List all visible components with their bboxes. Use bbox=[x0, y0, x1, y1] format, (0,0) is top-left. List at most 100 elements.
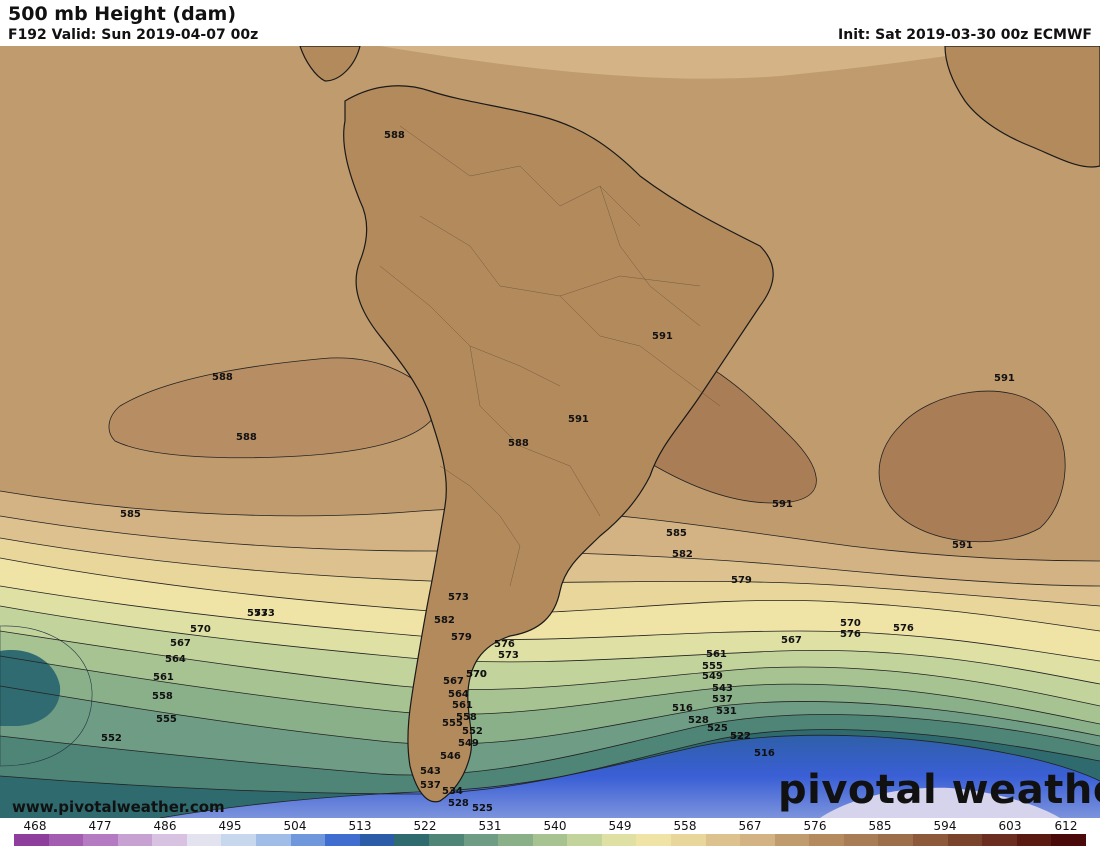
colorbar-ticks: 468 477 486 495 504 513 522 531 540 549 … bbox=[14, 819, 1086, 833]
colorbar-tick: 513 bbox=[348, 819, 372, 833]
colorbar-swatch bbox=[256, 834, 291, 846]
contour-label: 552 bbox=[101, 733, 122, 744]
colorbar-swatch bbox=[394, 834, 429, 846]
contour-label: 546 bbox=[440, 751, 461, 762]
colorbar bbox=[14, 834, 1086, 846]
colorbar-swatch bbox=[186, 834, 222, 846]
colorbar-swatch bbox=[705, 834, 741, 846]
contour-label: 528 bbox=[448, 798, 469, 809]
contour-label: 585 bbox=[120, 509, 141, 520]
contour-label: 588 bbox=[236, 432, 257, 443]
colorbar-swatch bbox=[947, 834, 983, 846]
contour-label: 558 bbox=[456, 712, 477, 723]
contour-label: 516 bbox=[672, 703, 693, 714]
contour-label: 543 bbox=[712, 683, 733, 694]
contour-label: 558 bbox=[152, 691, 173, 702]
colorbar-swatch bbox=[428, 834, 464, 846]
colorbar-swatch bbox=[359, 834, 395, 846]
contour-label: 573 bbox=[498, 650, 519, 661]
init-time: Init: Sat 2019-03-30 00z ECMWF bbox=[838, 27, 1092, 43]
colorbar-swatch bbox=[878, 834, 914, 846]
colorbar-swatch bbox=[1051, 834, 1086, 846]
colorbar-tick: 468 bbox=[23, 819, 47, 833]
contour-label: 522 bbox=[730, 731, 751, 742]
africa-outline bbox=[944, 46, 1100, 168]
colorbar-swatch bbox=[636, 834, 671, 846]
pacific-low-ring bbox=[0, 625, 93, 767]
weather-map[interactable]: 588 588 588 588 591 591 591 591 591 585 … bbox=[0, 46, 1100, 818]
pivotal-weather-logo: pivotal weather bbox=[778, 767, 1100, 813]
contour-label: 522 bbox=[730, 731, 751, 742]
contour-label: 528 bbox=[688, 715, 709, 726]
contour-label: 576 bbox=[893, 623, 914, 634]
contour-label: 561 bbox=[153, 672, 174, 683]
contour-label: 591 bbox=[952, 540, 973, 551]
contour-label: 588 bbox=[384, 130, 405, 141]
contour-label: 534 bbox=[442, 786, 463, 797]
colorbar-tick: 594 bbox=[933, 819, 957, 833]
colorbar-tick: 612 bbox=[1054, 819, 1078, 833]
contour-label: 591 bbox=[994, 373, 1015, 384]
contour-label: 537 bbox=[420, 780, 441, 791]
contour-label: 579 bbox=[451, 632, 472, 643]
contour-label: 579 bbox=[731, 575, 752, 586]
colorbar-tick: 540 bbox=[543, 819, 567, 833]
contour-label: 525 bbox=[472, 803, 493, 814]
colorbar-swatch bbox=[290, 834, 326, 846]
header: 500 mb Height (dam) F192 Valid: Sun 2019… bbox=[0, 0, 1100, 46]
colorbar-swatch bbox=[48, 834, 84, 846]
contour-label: 555 bbox=[442, 718, 463, 729]
colorbar-tick: 495 bbox=[218, 819, 242, 833]
colorbar-swatch bbox=[325, 834, 360, 846]
colorbar-swatch bbox=[913, 834, 948, 846]
colorbar-swatch bbox=[740, 834, 775, 846]
colorbar-tick: 522 bbox=[413, 819, 437, 833]
trough-blue bbox=[160, 735, 1100, 818]
pacific-low bbox=[0, 650, 61, 726]
contour-label: 570 bbox=[466, 669, 487, 680]
colorbar-swatch bbox=[463, 834, 499, 846]
contour-label: 552 bbox=[462, 726, 483, 737]
contour-label: 576 bbox=[840, 629, 861, 640]
contour-label: 591 bbox=[652, 331, 673, 342]
colorbar-swatch bbox=[567, 834, 602, 846]
contour-label: 591 bbox=[772, 499, 793, 510]
colorbar-swatch bbox=[1016, 834, 1052, 846]
contour-labels: 588 588 588 588 591 591 591 591 591 585 … bbox=[101, 130, 1015, 814]
borders bbox=[379, 125, 721, 587]
contour-label: 543 bbox=[420, 766, 441, 777]
map-title: 500 mb Height (dam) bbox=[8, 3, 236, 25]
colorbar-tick: 585 bbox=[868, 819, 892, 833]
colorbar-tick: 549 bbox=[608, 819, 632, 833]
contour-lines bbox=[0, 338, 1100, 818]
coastlines bbox=[299, 46, 1100, 803]
colorbar-swatch bbox=[982, 834, 1017, 846]
contour-label: 537 bbox=[712, 694, 733, 705]
contour-label: 570 bbox=[466, 669, 487, 680]
contour-label: 585 bbox=[666, 528, 687, 539]
colorbar-swatch bbox=[532, 834, 568, 846]
colorbar-swatch bbox=[843, 834, 879, 846]
south-america-outline bbox=[343, 85, 774, 803]
contour-label: 564 bbox=[448, 689, 469, 700]
website-credit: www.pivotalweather.com bbox=[12, 798, 225, 816]
colorbar-tick: 603 bbox=[998, 819, 1022, 833]
contour-label: 561 bbox=[452, 700, 473, 711]
colorbar-tick: 576 bbox=[803, 819, 827, 833]
valid-time: F192 Valid: Sun 2019-04-07 00z bbox=[8, 27, 259, 43]
contour-label: 567 bbox=[170, 638, 191, 649]
contour-label: 561 bbox=[706, 649, 727, 660]
contour-label: 570 bbox=[190, 624, 211, 635]
colorbar-tick: 558 bbox=[673, 819, 697, 833]
contour-label: 582 bbox=[672, 549, 693, 560]
contour-label: 570 bbox=[840, 618, 861, 629]
colorbar-swatch bbox=[809, 834, 844, 846]
contour-label: 591 bbox=[568, 414, 589, 425]
colorbar-swatch bbox=[83, 834, 118, 846]
colorbar-swatch bbox=[221, 834, 257, 846]
colorbar-tick: 567 bbox=[738, 819, 762, 833]
contour-label: 531 bbox=[716, 706, 737, 717]
contour-label: 525 bbox=[707, 723, 728, 734]
contour-label: 549 bbox=[458, 738, 479, 749]
colorbar-tick: 504 bbox=[283, 819, 307, 833]
